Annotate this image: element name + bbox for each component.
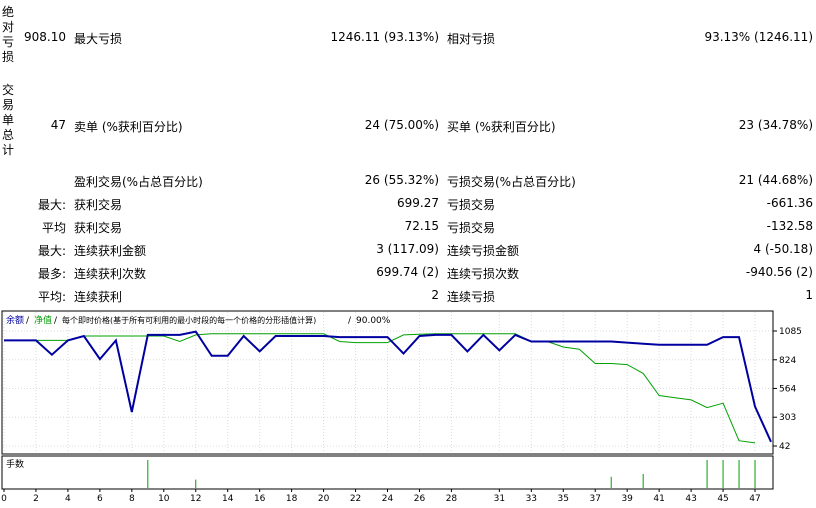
long-trades-label: 买单 (%获利百分比) — [447, 120, 556, 134]
stats-left-value: 26 (55.32%) — [364, 173, 439, 187]
stats-left-label: 连续获利次数 — [74, 267, 147, 281]
x-tick-label: 20 — [318, 494, 330, 504]
y-axis-ticks: 1085 824 564 303 42 — [773, 327, 802, 452]
stats-left-value: 699.27 — [397, 196, 439, 210]
stats-right-value: 4 (-50.18) — [753, 242, 814, 256]
volume-plot-frame — [1, 455, 774, 490]
x-tick-label: 37 — [590, 494, 601, 504]
x-tick-label: 2 — [33, 494, 39, 504]
trades-char-2: 易 — [1, 98, 14, 112]
stats-right-value: 21 (44.68%) — [738, 173, 813, 187]
x-tick-label: 12 — [190, 494, 201, 504]
x-tick-label: 22 — [350, 494, 361, 504]
trades-char-4: 总 — [1, 128, 14, 142]
stats-left-label: 获利交易 — [74, 198, 123, 212]
stats-right-value: 1 — [805, 288, 813, 302]
drawdown-char-1: 绝 — [1, 5, 14, 19]
drawdown-char-2: 对 — [1, 20, 14, 34]
x-tick-label: 18 — [286, 494, 298, 504]
x-tick-label: 43 — [685, 494, 696, 504]
rel-drawdown-label: 相对亏损 — [447, 32, 496, 46]
y-tick-label: 1085 — [779, 327, 802, 337]
legend-quality: 90.00% — [356, 316, 391, 326]
trades-char-1: 交 — [1, 83, 14, 97]
volume-label: 手数 — [6, 458, 24, 470]
drawdown-char-4: 损 — [1, 50, 14, 64]
max-drawdown-label: 最大亏损 — [74, 32, 123, 46]
stats-right-value: -661.36 — [766, 196, 813, 210]
abs-drawdown-value: 908.10 — [24, 30, 66, 44]
series-line — [4, 333, 756, 444]
x-tick-label: 0 — [1, 494, 7, 504]
stats-left-value: 72.15 — [404, 219, 439, 233]
short-trades-label: 卖单 (%获利百分比) — [74, 120, 183, 134]
stats-right-label: 亏损交易 — [447, 221, 496, 235]
stats-right-label: 亏损交易 — [447, 198, 496, 212]
stats-prefix: 平均 — [41, 221, 66, 235]
stats-right-label: 连续亏损 — [447, 290, 496, 304]
x-tick-label: 28 — [446, 494, 458, 504]
stats-right-value: -940.56 (2) — [745, 265, 813, 279]
series-line — [4, 330, 772, 443]
legend-sep-1: / — [26, 316, 30, 326]
x-tick-label: 47 — [749, 494, 760, 504]
drawdown-char-3: 亏 — [1, 35, 14, 49]
volume-bars — [147, 460, 756, 488]
stats-prefix: 最大: — [37, 198, 66, 212]
stats-left-value: 699.74 (2) — [376, 265, 439, 279]
x-tick-label: 35 — [558, 494, 569, 504]
total-trades-value: 47 — [50, 118, 66, 132]
legend-rest: 每个即时价格(基于所有可利用的最小时段的每一个价格的分形插值计算) — [62, 315, 316, 325]
stats-prefix: 最大: — [37, 244, 66, 258]
x-tick-label: 10 — [158, 494, 170, 504]
x-tick-label: 45 — [717, 494, 728, 504]
stats-left-label: 连续获利金额 — [74, 244, 147, 258]
trades-char-5: 计 — [1, 143, 14, 157]
stats-left-label: 连续获利 — [74, 290, 123, 304]
rel-drawdown-value: 93.13% (1246.11) — [704, 30, 813, 44]
stats-prefix: 平均: — [37, 290, 66, 304]
stats-right-value: -132.58 — [766, 219, 813, 233]
legend-sep-2: / — [54, 316, 58, 326]
short-trades-value: 24 (75.00%) — [364, 118, 439, 132]
vertical-grid — [3, 312, 756, 453]
stats-prefix: 最多: — [37, 267, 66, 281]
stats-left-label: 获利交易 — [74, 221, 123, 235]
x-tick-label: 14 — [222, 494, 234, 504]
y-tick-label: 824 — [779, 356, 796, 366]
x-tick-label: 33 — [526, 494, 537, 504]
x-tick-label: 41 — [653, 494, 664, 504]
main-plot-frame — [1, 310, 774, 455]
x-tick-label: 31 — [494, 494, 505, 504]
y-tick-label: 303 — [779, 413, 796, 423]
x-tick-label: 16 — [254, 494, 266, 504]
x-tick-label: 4 — [65, 494, 71, 504]
stats-left-value: 3 (117.09) — [376, 242, 439, 256]
x-tick-label: 39 — [621, 494, 633, 504]
long-trades-value: 23 (34.78%) — [738, 118, 813, 132]
y-tick-label: 564 — [779, 384, 796, 394]
series-group — [4, 330, 772, 444]
x-tick-label: 8 — [129, 494, 135, 504]
x-tick-label: 26 — [414, 494, 426, 504]
legend-balance: 余额 — [6, 314, 24, 326]
drawdown-section-label: 绝 对 亏 损 — [1, 5, 15, 65]
legend-sep-3: / — [348, 316, 352, 326]
stats-right-label: 连续亏损金额 — [447, 244, 520, 258]
stats-right-label: 连续亏损次数 — [447, 267, 520, 281]
trades-char-3: 单 — [1, 113, 14, 127]
stats-left-label: 盈利交易(%占总百分比) — [74, 175, 203, 189]
x-tick-label: 6 — [97, 494, 103, 504]
stats-left-value: 2 — [431, 288, 439, 302]
x-tick-label: 24 — [382, 494, 394, 504]
trades-section-label: 交 易 单 总 计 — [1, 83, 15, 158]
legend-equity: 净值 — [34, 314, 52, 326]
stats-right-label: 亏损交易(%占总百分比) — [447, 175, 576, 189]
x-axis-ticks: 0 2 4 6 8 10 12 14 16 18 20 22 24 26 28 31 33 35 37 39 41 43 4… — [1, 489, 761, 504]
max-drawdown-value: 1246.11 (93.13%) — [330, 30, 439, 44]
y-tick-label: 42 — [779, 442, 790, 452]
